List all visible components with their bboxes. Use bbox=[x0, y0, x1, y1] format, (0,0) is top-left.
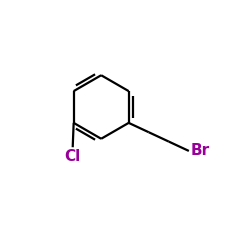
Text: Cl: Cl bbox=[64, 149, 81, 164]
Text: Br: Br bbox=[190, 143, 210, 158]
